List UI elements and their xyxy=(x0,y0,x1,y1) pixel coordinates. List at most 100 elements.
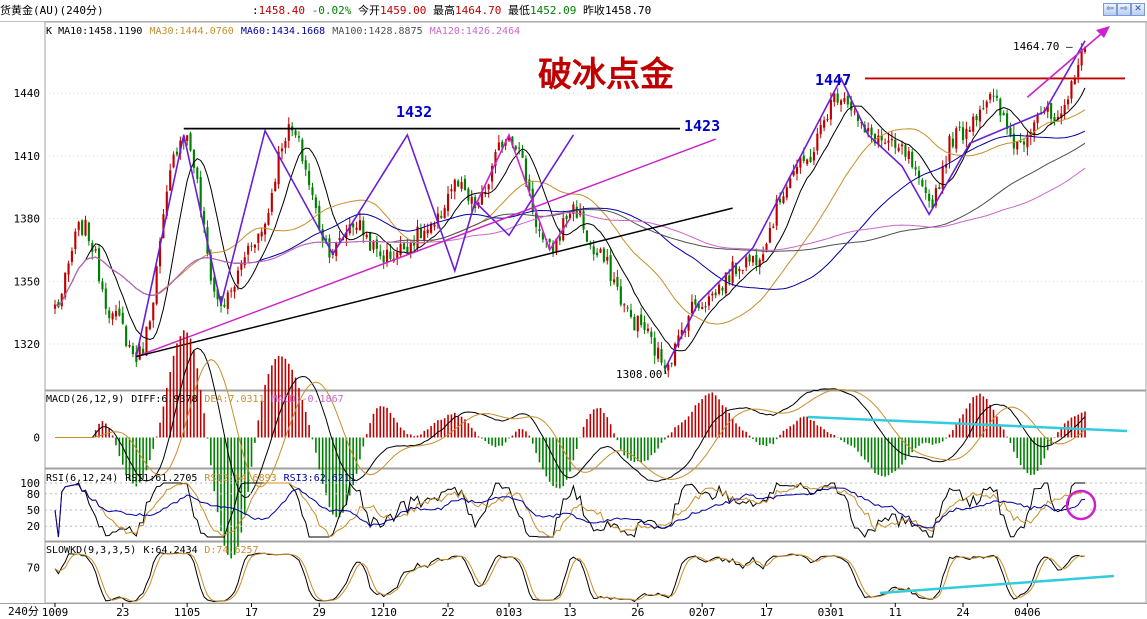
candle-body xyxy=(690,301,694,313)
candle-body xyxy=(501,141,504,148)
candle-body xyxy=(809,156,812,162)
candle-body xyxy=(318,205,321,230)
candle-body xyxy=(856,113,860,121)
high-marker-label: 1464.70 – xyxy=(1013,40,1073,53)
chart-headline: 破冰点金 xyxy=(538,55,675,95)
candle-body xyxy=(629,309,633,317)
candle-body xyxy=(982,107,985,109)
scroll-left-button[interactable]: ⇦ xyxy=(1103,3,1117,16)
candle-body xyxy=(680,329,683,335)
candle-body xyxy=(406,246,409,254)
indicator-legend-value: MA100:1428.8875 xyxy=(332,26,422,37)
candle-body xyxy=(257,233,260,243)
candle-body xyxy=(216,289,219,300)
candle-body xyxy=(921,179,924,187)
candle-body xyxy=(524,158,528,183)
candle-body xyxy=(839,100,843,105)
candle-body xyxy=(413,241,416,246)
candle-body xyxy=(460,181,463,189)
candle-body xyxy=(663,365,666,369)
x-tick-label: 13 xyxy=(563,606,576,619)
candle-body xyxy=(850,101,853,111)
scroll-right-button[interactable]: ⇨ xyxy=(1117,3,1131,16)
candle-body xyxy=(426,229,429,234)
candle-body xyxy=(945,164,948,168)
candle-body xyxy=(1026,134,1029,148)
candle-body xyxy=(74,231,77,250)
candle-body xyxy=(836,93,839,103)
candle-body xyxy=(155,266,158,304)
candle-body xyxy=(463,178,467,191)
candle-body xyxy=(568,213,572,218)
quote-strip: :1458.40 -0.02% 今开1459.00 最高1464.70 最低14… xyxy=(252,4,652,17)
quote-low: 1452.09 xyxy=(529,4,577,17)
indicator-legend-value: MA120:1426.2464 xyxy=(430,26,520,37)
candle-body xyxy=(287,124,290,141)
candle-body xyxy=(707,296,710,306)
candle-body xyxy=(934,188,937,206)
candle-body xyxy=(518,147,521,149)
candle-body xyxy=(646,328,649,332)
candle-body xyxy=(795,167,799,174)
candle-body xyxy=(270,192,273,212)
indicator-legend-value: D:74.6257 xyxy=(204,545,258,556)
candle-body xyxy=(596,252,599,256)
macd-divergence-line xyxy=(807,415,1128,433)
candle-body xyxy=(704,306,707,308)
candle-body xyxy=(999,98,1002,116)
candle-body xyxy=(914,167,917,170)
candle-body xyxy=(358,220,362,231)
candle-body xyxy=(1022,141,1026,145)
x-tick-label: 1009 xyxy=(42,606,69,619)
kdj-panel: 70 xyxy=(27,552,1115,603)
candle-body xyxy=(138,346,141,360)
candle-body xyxy=(748,254,751,262)
candle-body xyxy=(121,312,124,324)
candle-body xyxy=(938,187,941,190)
candle-body xyxy=(853,111,856,113)
candle-body xyxy=(823,120,826,128)
candle-body xyxy=(487,184,490,190)
candle-body xyxy=(551,242,555,253)
candle-body xyxy=(77,222,80,231)
candle-body xyxy=(724,272,727,294)
candle-body xyxy=(436,213,439,225)
indicator-legend-value: MA30:1444.0760 xyxy=(150,26,234,37)
candle-body xyxy=(670,363,673,365)
candle-body xyxy=(941,166,944,190)
x-tick-label: 17 xyxy=(760,606,773,619)
candle-body xyxy=(223,304,226,307)
candle-body xyxy=(64,272,67,297)
level-label-1423: 1423 xyxy=(684,117,720,135)
candle-body xyxy=(142,348,145,354)
candle-body xyxy=(260,231,263,237)
candle-body xyxy=(897,147,900,151)
rsi-tick-label: 80 xyxy=(27,488,40,501)
quote-open: 1459.00 xyxy=(379,4,427,17)
candle-body xyxy=(599,249,602,253)
candle-body xyxy=(572,204,575,214)
candle-body xyxy=(1080,50,1083,66)
candle-body xyxy=(521,150,524,158)
candle-body xyxy=(416,226,419,248)
candle-body xyxy=(951,138,954,147)
candle-body xyxy=(995,95,998,98)
candle-body xyxy=(1009,127,1012,137)
candle-body xyxy=(884,142,887,144)
candle-body xyxy=(1050,103,1053,119)
candle-body xyxy=(684,331,687,333)
candle-body xyxy=(409,242,412,253)
close-button[interactable]: ✕ xyxy=(1131,3,1145,16)
candle-body xyxy=(87,222,90,242)
candle-body xyxy=(311,187,314,196)
candle-body xyxy=(308,170,311,186)
candle-body xyxy=(470,196,473,204)
candle-body xyxy=(1070,81,1073,99)
candle-body xyxy=(612,279,616,283)
candle-body xyxy=(816,133,819,151)
candle-body xyxy=(277,151,280,185)
candle-body xyxy=(558,236,561,241)
candle-body xyxy=(948,136,951,162)
